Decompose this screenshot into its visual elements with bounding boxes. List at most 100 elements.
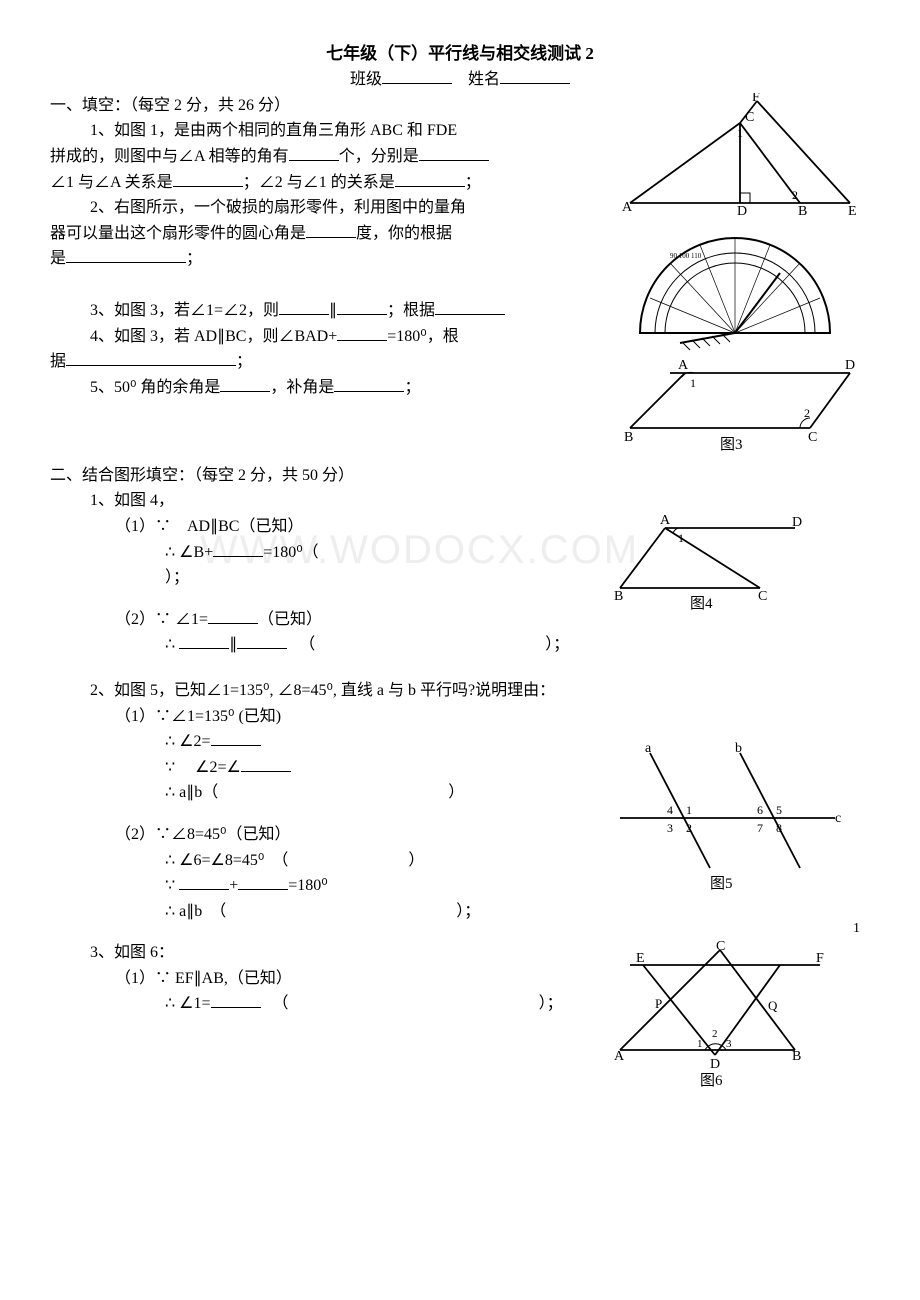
q4c: 据 (50, 353, 66, 370)
svg-text:4: 4 (667, 803, 673, 817)
s2-q3-text: 3、如图 6： （1）∵ EF∥AB,（已知） ∴ ∠1= （）； (50, 940, 600, 1090)
blank (306, 221, 356, 238)
q1b: 拼成的，则图中与∠A 相等的角有 (50, 148, 289, 165)
svg-text:P: P (655, 996, 662, 1011)
svg-text:D: D (737, 204, 747, 219)
q1-line3: ∠1 与∠A 关系是；∠2 与∠1 的关系是； (50, 170, 600, 196)
svg-text:A: A (660, 513, 671, 528)
page: 七年级（下）平行线与相交线测试 2 班级 姓名 一、填空：（每空 2 分，共 2… (50, 40, 870, 1090)
svg-text:6: 6 (757, 803, 763, 817)
svg-text:90 100 110: 90 100 110 (670, 252, 702, 260)
blank (220, 375, 270, 392)
s2-q3-fig: E C F A D B P Q 1 2 3 图6 (600, 940, 870, 1090)
svg-text:E: E (636, 951, 645, 966)
figure-6: E C F A D B P Q 1 2 3 图6 (610, 940, 840, 1090)
s2-q1-row: WWW.WODOCX.COM 1、如图 4， （1）∵ AD∥BC（已知） ∴ … (50, 488, 870, 658)
spacer (50, 924, 870, 940)
blank (238, 873, 288, 890)
svg-text:3: 3 (726, 1038, 732, 1050)
page-number: 1 (853, 918, 860, 940)
t: + (229, 877, 238, 894)
blank (213, 540, 263, 557)
q3c: ；根据 (387, 302, 435, 319)
q4-line1: 4、如图 3，若 AD∥BC，则∠BAD+=180⁰，根 (50, 324, 600, 350)
t: ∥ (229, 636, 237, 653)
t: =180⁰（ (263, 544, 318, 561)
t: ∴ ∠2= (165, 733, 211, 750)
q2-line1: 2、右图所示，一个破损的扇形零件，利用图中的量角 (50, 195, 600, 221)
svg-text:B: B (792, 1049, 801, 1064)
figure-1: A B C D E F 1 2 (610, 93, 860, 223)
t: ）； (165, 569, 189, 586)
blank (279, 298, 329, 315)
svg-text:D: D (710, 1057, 720, 1072)
s2-q2: 2、如图 5，已知∠1=135⁰, ∠8=45⁰, 直线 a 与 b 平行吗?说… (50, 678, 600, 704)
q4b: =180⁰，根 (387, 328, 458, 345)
s2-q3: 3、如图 6： (50, 940, 600, 966)
section1-row: 一、填空：（每空 2 分，共 26 分） 1、如图 1，是由两个相同的直角三角形… (50, 93, 870, 453)
q5c: ； (404, 379, 420, 396)
q1d: ∠1 与∠A 关系是 (50, 174, 173, 191)
q2c: 度，你的根据 (356, 225, 452, 242)
label-name: 姓名 (468, 71, 500, 88)
svg-text:C: C (808, 430, 817, 445)
s2-q2-2b: ∴ ∠6=∠8=45⁰ （） (50, 848, 600, 874)
svg-text:1: 1 (686, 803, 692, 817)
s2-q1-text: 1、如图 4， （1）∵ AD∥BC（已知） ∴ ∠B+=180⁰（）； （2）… (50, 488, 600, 658)
page-subtitle: 班级 姓名 (50, 67, 870, 93)
svg-text:1: 1 (737, 126, 743, 140)
spacer (50, 658, 870, 678)
blank (337, 298, 387, 315)
q1c: 个，分别是 (339, 148, 419, 165)
blank (211, 991, 261, 1008)
q1f: ； (465, 174, 481, 191)
t: （ (299, 636, 315, 653)
s2-q2-1c: ∵ ∠2=∠ (50, 755, 600, 781)
q1-line1: 1、如图 1，是由两个相同的直角三角形 ABC 和 FDE (50, 118, 600, 144)
svg-text:8: 8 (776, 821, 782, 835)
t: =180⁰ (288, 877, 327, 894)
svg-text:F: F (752, 93, 760, 105)
t: ）； (545, 636, 569, 653)
q5-line: 5、50⁰ 角的余角是，补角是； (50, 375, 600, 401)
s2-q1-fig: A D B C 1 图4 (600, 488, 870, 658)
s2-q1-2c: ∴ ∥ （）； (50, 632, 600, 658)
svg-text:图3: 图3 (720, 436, 743, 453)
t: ∵ (165, 877, 175, 894)
q3b: ∥ (329, 302, 337, 319)
s2-q1-2a: （2）∵ ∠1=（已知） (50, 607, 600, 633)
blank (395, 170, 465, 187)
s2-q2-text: 2、如图 5，已知∠1=135⁰, ∠8=45⁰, 直线 a 与 b 平行吗?说… (50, 678, 600, 924)
blank (237, 632, 287, 649)
s2-q3-1b: ∴ ∠1= （）； (50, 991, 600, 1017)
svg-text:C: C (758, 589, 767, 604)
svg-text:a: a (645, 741, 652, 756)
s2-q3-1a: （1）∵ EF∥AB,（已知） (50, 966, 600, 992)
label-class: 班级 (350, 71, 382, 88)
q3a: 3、如图 3，若∠1=∠2，则 (90, 302, 279, 319)
svg-text:A: A (678, 358, 689, 373)
t: （ (273, 995, 289, 1012)
page-title: 七年级（下）平行线与相交线测试 2 (50, 40, 870, 67)
blank (208, 607, 258, 624)
t: ） (448, 784, 464, 801)
svg-text:b: b (735, 741, 742, 756)
section1-text: 一、填空：（每空 2 分，共 26 分） 1、如图 1，是由两个相同的直角三角形… (50, 93, 600, 453)
svg-text:图4: 图4 (690, 595, 713, 612)
t: （已知） (258, 611, 322, 628)
q2d: 是 (50, 250, 66, 267)
blank (66, 349, 236, 366)
svg-text:B: B (614, 589, 623, 604)
spacer (50, 272, 600, 298)
blank (179, 632, 229, 649)
s2-q1-1a: （1）∵ AD∥BC（已知） (50, 514, 600, 540)
q4d: ； (236, 353, 252, 370)
q5a: 5、50⁰ 角的余角是 (90, 379, 220, 396)
blank (241, 755, 291, 772)
svg-text:2: 2 (712, 1028, 718, 1040)
s2-q2-2a: （2）∵∠8=45⁰（已知） (50, 822, 600, 848)
svg-text:c: c (835, 811, 841, 826)
t: ∴ a∥b（ (165, 784, 218, 801)
svg-text:3: 3 (667, 821, 673, 835)
t: ∵ ∠2=∠ (165, 759, 241, 776)
